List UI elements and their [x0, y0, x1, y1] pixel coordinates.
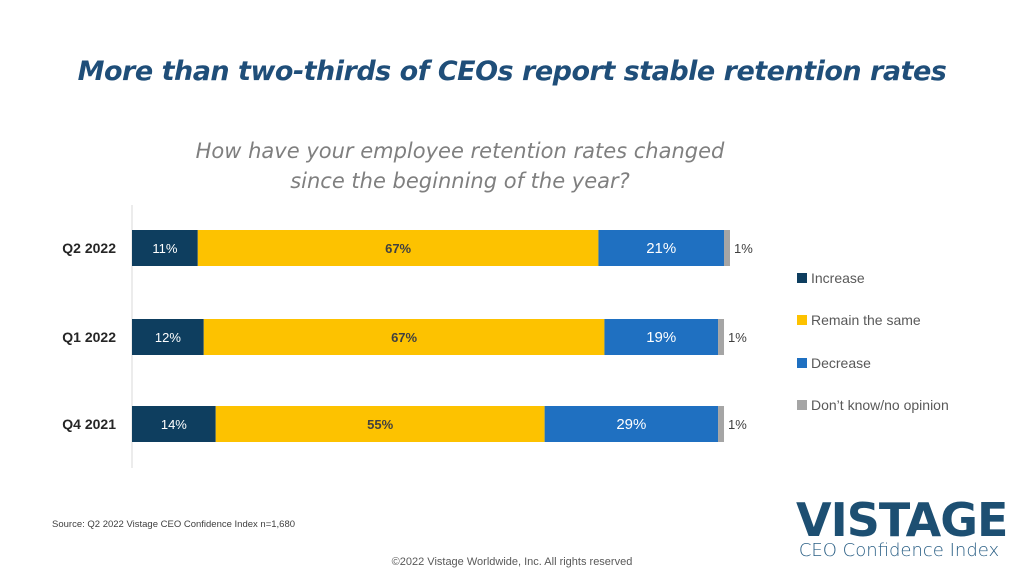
bar-segment-remain-the-same: [215, 406, 545, 442]
bar-segment-increase: [132, 406, 216, 442]
legend-label: Increase: [811, 270, 865, 286]
category-label: Q2 2022: [62, 240, 116, 256]
legend-label: Decrease: [811, 355, 871, 371]
data-label: 1%: [734, 241, 753, 256]
category-label: Q4 2021: [62, 416, 116, 432]
data-label: 21%: [646, 240, 676, 257]
legend-swatch: [797, 273, 807, 283]
legend-swatch: [797, 400, 807, 410]
data-label: 1%: [728, 417, 747, 432]
legend-label: Don’t know/no opinion: [811, 397, 949, 413]
bar-segment-remain-the-same: [197, 230, 599, 266]
data-label: 29%: [616, 416, 646, 433]
bar-segment-increase: [132, 230, 198, 266]
data-label: 67%: [385, 241, 411, 256]
data-label: 1%: [728, 330, 747, 345]
bar-segment-don-t-know-no-opinion: [724, 230, 730, 266]
data-label: 11%: [152, 241, 177, 256]
source-note: Source: Q2 2022 Vistage CEO Confidence I…: [52, 519, 296, 530]
copyright-note: ©2022 Vistage Worldwide, Inc. All rights…: [391, 556, 633, 568]
bar-segment-remain-the-same: [203, 319, 605, 355]
slide-title: More than two-thirds of CEOs report stab…: [77, 56, 947, 87]
category-label: Q1 2022: [62, 329, 116, 345]
data-label: 12%: [155, 330, 181, 345]
bar-segment-decrease: [598, 230, 725, 266]
bar-segment-don-t-know-no-opinion: [718, 319, 725, 355]
data-label: 19%: [646, 329, 676, 346]
vistage-logo: VISTAGE CEO Confidence Index: [796, 493, 1008, 561]
bar-segment-don-t-know-no-opinion: [718, 406, 725, 442]
legend-swatch: [797, 315, 807, 325]
chart-subtitle: How have your employee retention rates c…: [160, 136, 760, 196]
chart-subtitle-line-1: How have your employee retention rates c…: [195, 139, 725, 163]
data-label: 14%: [161, 417, 187, 432]
data-label: 55%: [367, 417, 393, 432]
chart-subtitle-line-2: since the beginning of the year?: [290, 169, 630, 193]
legend-swatch: [797, 358, 807, 368]
bar-segment-decrease: [544, 406, 719, 442]
bar-segment-decrease: [604, 319, 719, 355]
data-label: 67%: [391, 330, 417, 345]
logo-wordmark: VISTAGE: [796, 493, 1008, 547]
bar-segment-increase: [132, 319, 204, 355]
logo-subtitle: CEO Confidence Index: [798, 540, 1000, 561]
legend-label: Remain the same: [811, 312, 921, 328]
